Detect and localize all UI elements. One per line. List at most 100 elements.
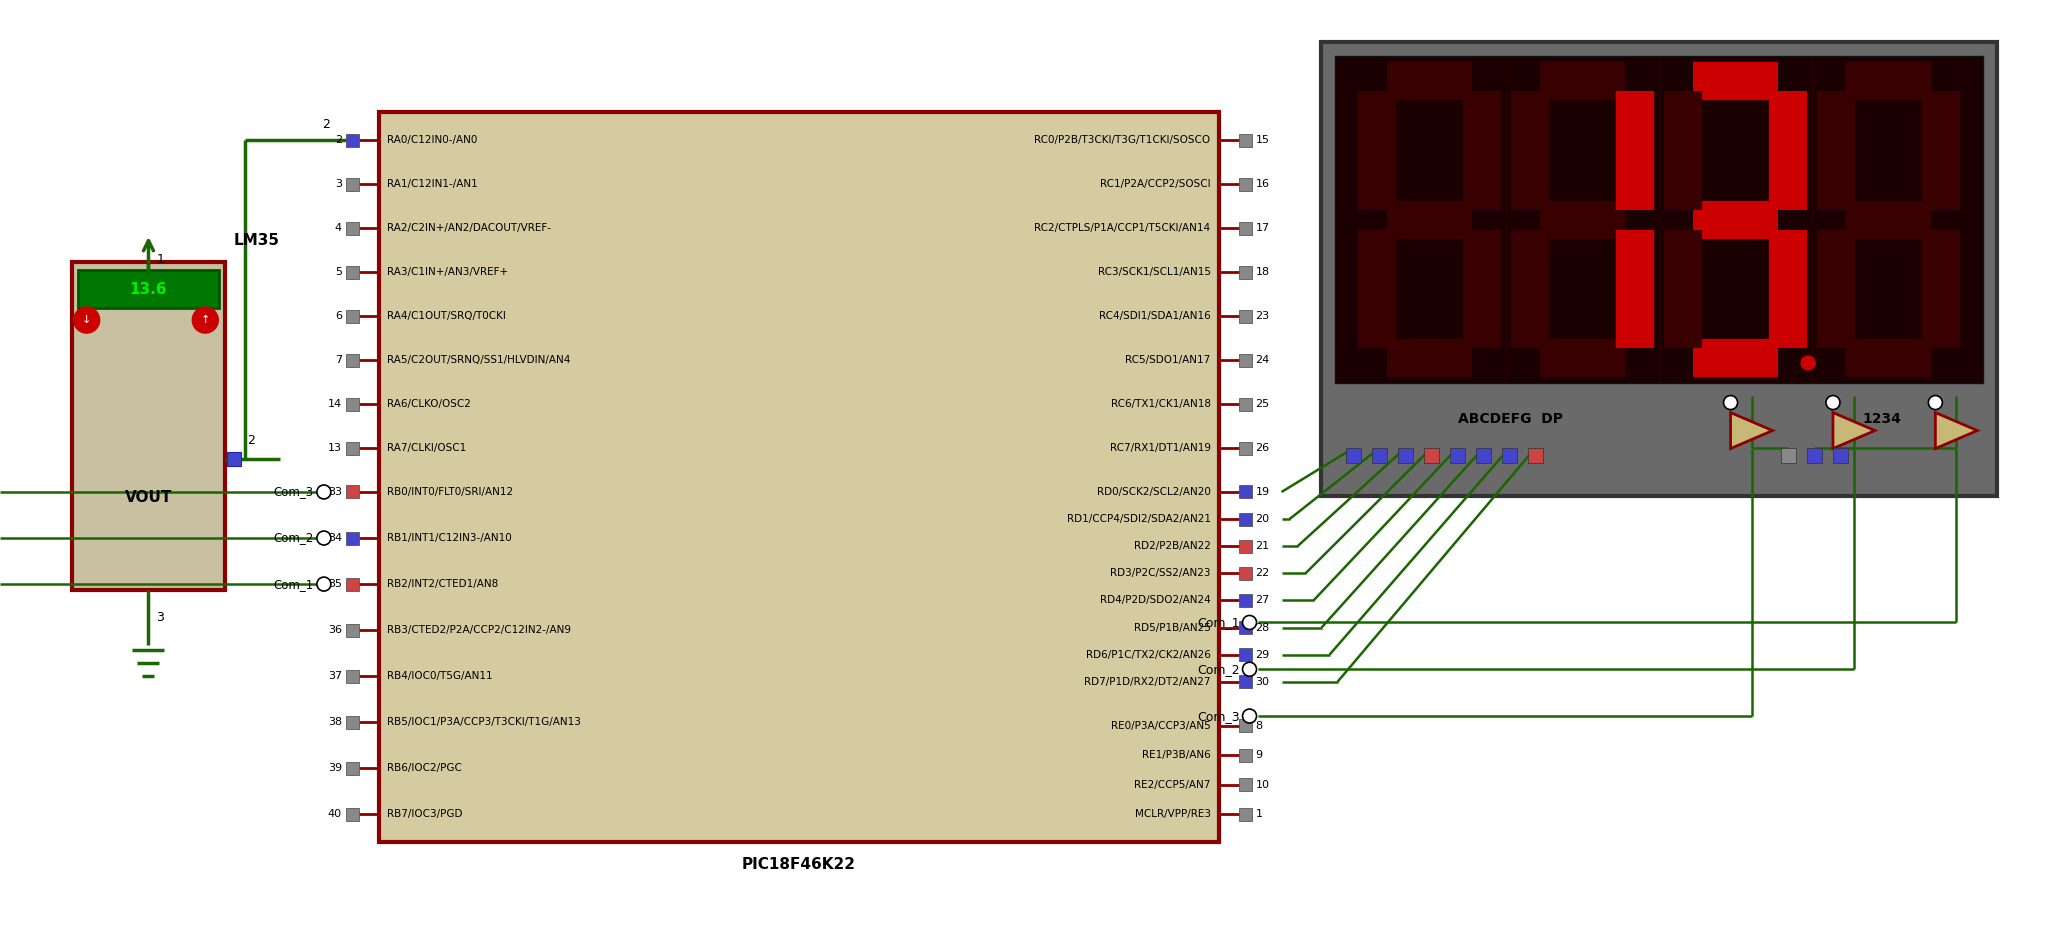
Bar [1321, 42, 1997, 496]
Text: Com_3: Com_3 [1196, 709, 1239, 723]
Text: RD2/P2B/AN22: RD2/P2B/AN22 [1135, 541, 1210, 551]
Text: 3: 3 [156, 611, 164, 624]
Circle shape [1800, 356, 1815, 370]
Bar [346, 670, 358, 682]
Text: 16: 16 [1255, 180, 1270, 189]
Bar [1239, 540, 1251, 552]
Text: 30: 30 [1255, 677, 1270, 687]
Text: VOUT: VOUT [125, 490, 172, 505]
Text: RA0/C12IN0-/AN0: RA0/C12IN0-/AN0 [387, 136, 477, 145]
Bar [1239, 779, 1251, 791]
Circle shape [1243, 663, 1257, 676]
Bar [1477, 448, 1491, 463]
Polygon shape [1935, 413, 1978, 448]
Text: PIC18F46K22: PIC18F46K22 [741, 856, 856, 872]
Text: Com_2: Com_2 [1196, 663, 1239, 676]
Text: RE2/CCP5/AN7: RE2/CCP5/AN7 [1135, 780, 1210, 790]
Circle shape [193, 307, 219, 333]
Bar [346, 578, 358, 591]
Bar [1450, 448, 1464, 463]
Text: ABCDEFG  DP: ABCDEFG DP [1458, 412, 1563, 426]
Circle shape [317, 531, 332, 545]
Bar [1239, 178, 1251, 191]
Text: 39: 39 [328, 764, 342, 773]
Text: RB5/IOC1/P3A/CCP3/T3CKI/T1G/AN13: RB5/IOC1/P3A/CCP3/T3CKI/T1G/AN13 [387, 717, 582, 727]
Bar [1239, 398, 1251, 411]
Text: 3: 3 [336, 180, 342, 189]
Text: 36: 36 [328, 625, 342, 636]
Text: RD6/P1C/TX2/CK2/AN26: RD6/P1C/TX2/CK2/AN26 [1085, 650, 1210, 660]
Text: 1234: 1234 [1862, 412, 1901, 426]
Bar [1239, 594, 1251, 607]
Text: 2: 2 [334, 136, 342, 145]
Text: Com_1: Com_1 [1196, 616, 1239, 629]
Bar [1239, 442, 1251, 455]
Text: RC1/P2A/CCP2/SOSCI: RC1/P2A/CCP2/SOSCI [1100, 180, 1210, 189]
Text: 2: 2 [322, 118, 330, 131]
Text: RA4/C1OUT/SRQ/T0CKI: RA4/C1OUT/SRQ/T0CKI [387, 312, 506, 321]
Circle shape [1243, 616, 1257, 629]
Text: 22: 22 [1255, 568, 1270, 578]
Text: RC0/P2B/T3CKI/T3G/T1CKI/SOSCO: RC0/P2B/T3CKI/T3G/T1CKI/SOSCO [1034, 136, 1210, 145]
Bar [1239, 648, 1251, 661]
Text: RA5/C2OUT/SRNQ/SS1/HLVDIN/AN4: RA5/C2OUT/SRNQ/SS1/HLVDIN/AN4 [387, 355, 569, 365]
Bar [346, 623, 358, 636]
Text: RC3/SCK1/SCL1/AN15: RC3/SCK1/SCL1/AN15 [1098, 268, 1210, 277]
Text: 15: 15 [1255, 136, 1270, 145]
Text: 27: 27 [1255, 595, 1270, 606]
Text: RA6/CLKO/OSC2: RA6/CLKO/OSC2 [387, 399, 471, 409]
Text: ↓: ↓ [82, 315, 92, 325]
Bar [1346, 448, 1362, 463]
Text: 26: 26 [1255, 443, 1270, 453]
Text: 5: 5 [336, 268, 342, 277]
Bar [1239, 513, 1251, 526]
Text: 35: 35 [328, 579, 342, 589]
Text: RB7/IOC3/PGD: RB7/IOC3/PGD [387, 810, 463, 819]
Text: 17: 17 [1255, 224, 1270, 233]
Text: RB1/INT1/C12IN3-/AN10: RB1/INT1/C12IN3-/AN10 [387, 533, 512, 543]
Text: RB2/INT2/CTED1/AN8: RB2/INT2/CTED1/AN8 [387, 579, 498, 589]
Bar [346, 178, 358, 191]
Text: RD4/P2D/SDO2/AN24: RD4/P2D/SDO2/AN24 [1100, 595, 1210, 606]
Text: 8: 8 [1255, 721, 1264, 731]
Polygon shape [1731, 413, 1774, 448]
Bar [346, 486, 358, 499]
Text: RA2/C2IN+/AN2/DACOUT/VREF-: RA2/C2IN+/AN2/DACOUT/VREF- [387, 224, 551, 233]
Bar [346, 762, 358, 775]
Bar [346, 398, 358, 411]
Bar [1423, 448, 1440, 463]
Circle shape [317, 578, 332, 592]
Bar [346, 222, 358, 235]
Text: MCLR/VPP/RE3: MCLR/VPP/RE3 [1135, 810, 1210, 819]
Text: 9: 9 [1255, 750, 1264, 760]
Text: RA7/CLKI/OSC1: RA7/CLKI/OSC1 [387, 443, 467, 453]
Circle shape [1929, 396, 1942, 410]
Text: ↑: ↑ [201, 315, 211, 325]
Bar [346, 354, 358, 367]
Text: RB4/IOC0/T5G/AN11: RB4/IOC0/T5G/AN11 [387, 671, 492, 681]
Text: RE1/P3B/AN6: RE1/P3B/AN6 [1143, 750, 1210, 760]
Bar [1239, 266, 1251, 279]
Bar [1399, 448, 1413, 463]
Bar [1806, 448, 1821, 463]
Polygon shape [1833, 413, 1876, 448]
Text: 10: 10 [1255, 780, 1270, 790]
Bar [1239, 749, 1251, 762]
Circle shape [1827, 396, 1839, 410]
Bar [1239, 808, 1251, 821]
Text: RC4/SDI1/SDA1/AN16: RC4/SDI1/SDA1/AN16 [1100, 312, 1210, 321]
Text: 1: 1 [156, 253, 164, 266]
Text: Com_3: Com_3 [274, 486, 313, 499]
Text: Com_2: Com_2 [274, 532, 313, 545]
Bar [1239, 567, 1251, 579]
Text: 7: 7 [334, 355, 342, 365]
Bar [1239, 719, 1251, 732]
Text: 40: 40 [328, 810, 342, 819]
Text: LM35: LM35 [233, 232, 279, 248]
Text: RD5/P1B/AN25: RD5/P1B/AN25 [1135, 622, 1210, 633]
Text: 37: 37 [328, 671, 342, 681]
Bar [346, 716, 358, 729]
Bar [1501, 448, 1518, 463]
Text: 1: 1 [1255, 810, 1262, 819]
Bar [346, 310, 358, 323]
